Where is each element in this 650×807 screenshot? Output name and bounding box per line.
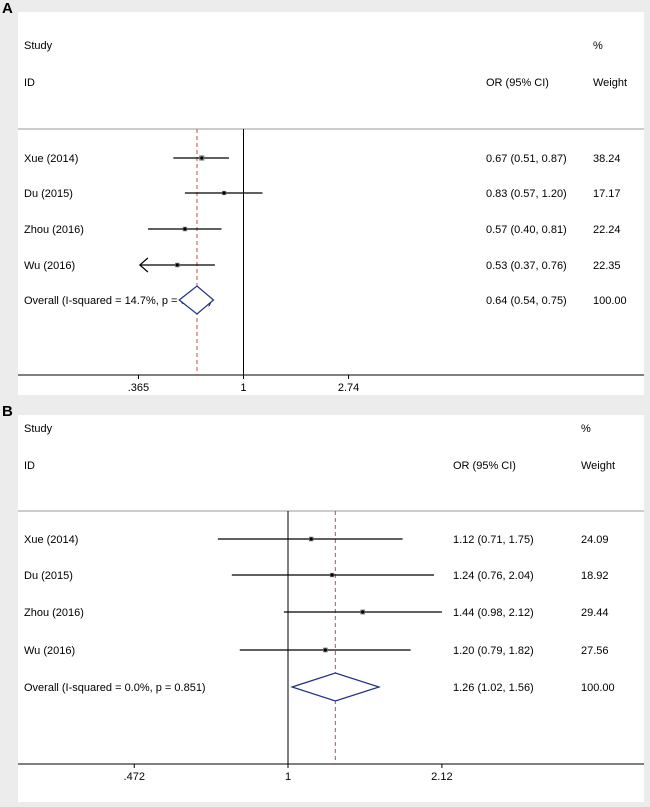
point-estimate-dot bbox=[323, 648, 327, 652]
study-header: Study bbox=[24, 40, 53, 52]
id-header: ID bbox=[24, 77, 35, 89]
x-tick-label: .365 bbox=[128, 382, 149, 394]
weight-value: 18.92 bbox=[581, 570, 609, 582]
overall-weight-value: 100.00 bbox=[593, 295, 627, 307]
weight-value: 24.09 bbox=[581, 534, 609, 546]
overall-or-ci-value: 1.26 (1.02, 1.56) bbox=[453, 682, 534, 694]
point-estimate-dot bbox=[175, 263, 179, 267]
study-label: Xue (2014) bbox=[24, 153, 78, 165]
overall-diamond bbox=[290, 672, 382, 702]
or-ci-header: OR (95% CI) bbox=[453, 460, 516, 472]
point-estimate-dot bbox=[183, 227, 187, 231]
weight-header: Weight bbox=[593, 77, 627, 89]
panel-b-label: B bbox=[2, 403, 13, 420]
study-label: Wu (2016) bbox=[24, 260, 75, 272]
x-tick-label: 2.74 bbox=[338, 382, 359, 394]
study-label: Xue (2014) bbox=[24, 534, 78, 546]
study-label: Zhou (2016) bbox=[24, 224, 84, 236]
or-ci-value: 0.83 (0.57, 1.20) bbox=[486, 188, 567, 200]
point-estimate-dot bbox=[309, 537, 313, 541]
forest-plot-a-svg: Study ID OR (95% CI)% Weight .365 1 2.74 Xue (2… bbox=[18, 40, 644, 394]
study-label: Du (2015) bbox=[24, 570, 73, 582]
forest-plot-b-svg: Study ID OR (95% CI)% Weight .472 1 2.12 Xue (2… bbox=[18, 423, 644, 783]
overall-label: Overall (I-squared = 0.0%, p = 0.851) bbox=[24, 682, 206, 694]
weight-value: 22.35 bbox=[593, 260, 621, 272]
forest-plot-a: Study ID OR (95% CI)% Weight .365 1 2.74 Xue (2… bbox=[18, 12, 644, 395]
overall-weight-value: 100.00 bbox=[581, 682, 615, 694]
or-ci-value: 1.12 (0.71, 1.75) bbox=[453, 534, 534, 546]
id-header: ID bbox=[24, 460, 35, 472]
weight-value: 38.24 bbox=[593, 153, 621, 165]
ci-arrow-left bbox=[138, 257, 149, 273]
overall-label: Overall (I-squared = 14.7%, p = 0.319) bbox=[24, 295, 212, 307]
weight-percent-header: % bbox=[593, 40, 603, 52]
overall-or-ci-value: 0.64 (0.54, 0.75) bbox=[486, 295, 567, 307]
x-tick-label: 1 bbox=[285, 771, 291, 783]
x-tick-label: .472 bbox=[124, 771, 145, 783]
or-ci-value: 0.53 (0.37, 0.76) bbox=[486, 260, 567, 272]
weight-value: 29.44 bbox=[581, 607, 609, 619]
forest-plot-b: Study ID OR (95% CI)% Weight .472 1 2.12 Xue (2… bbox=[18, 415, 644, 802]
point-estimate-dot bbox=[361, 610, 365, 614]
or-ci-header: OR (95% CI) bbox=[486, 77, 549, 89]
weight-value: 27.56 bbox=[581, 645, 609, 657]
weight-value: 22.24 bbox=[593, 224, 621, 236]
or-ci-value: 0.67 (0.51, 0.87) bbox=[486, 153, 567, 165]
study-header: Study bbox=[24, 423, 53, 435]
or-ci-value: 1.20 (0.79, 1.82) bbox=[453, 645, 534, 657]
x-tick-label: 2.12 bbox=[431, 771, 452, 783]
study-label: Zhou (2016) bbox=[24, 607, 84, 619]
weight-percent-header: % bbox=[581, 423, 591, 435]
weight-header: Weight bbox=[581, 460, 615, 472]
weight-value: 17.17 bbox=[593, 188, 621, 200]
point-estimate-dot bbox=[222, 191, 226, 195]
or-ci-value: 1.44 (0.98, 2.12) bbox=[453, 607, 534, 619]
x-tick-label: 1 bbox=[240, 382, 246, 394]
or-ci-value: 1.24 (0.76, 2.04) bbox=[453, 570, 534, 582]
overall-diamond bbox=[178, 285, 215, 315]
or-ci-value: 0.57 (0.40, 0.81) bbox=[486, 224, 567, 236]
study-label: Wu (2016) bbox=[24, 645, 75, 657]
study-label: Du (2015) bbox=[24, 188, 73, 200]
panel-a-label: A bbox=[2, 0, 13, 17]
point-estimate-dot bbox=[200, 156, 204, 160]
point-estimate-dot bbox=[330, 573, 334, 577]
